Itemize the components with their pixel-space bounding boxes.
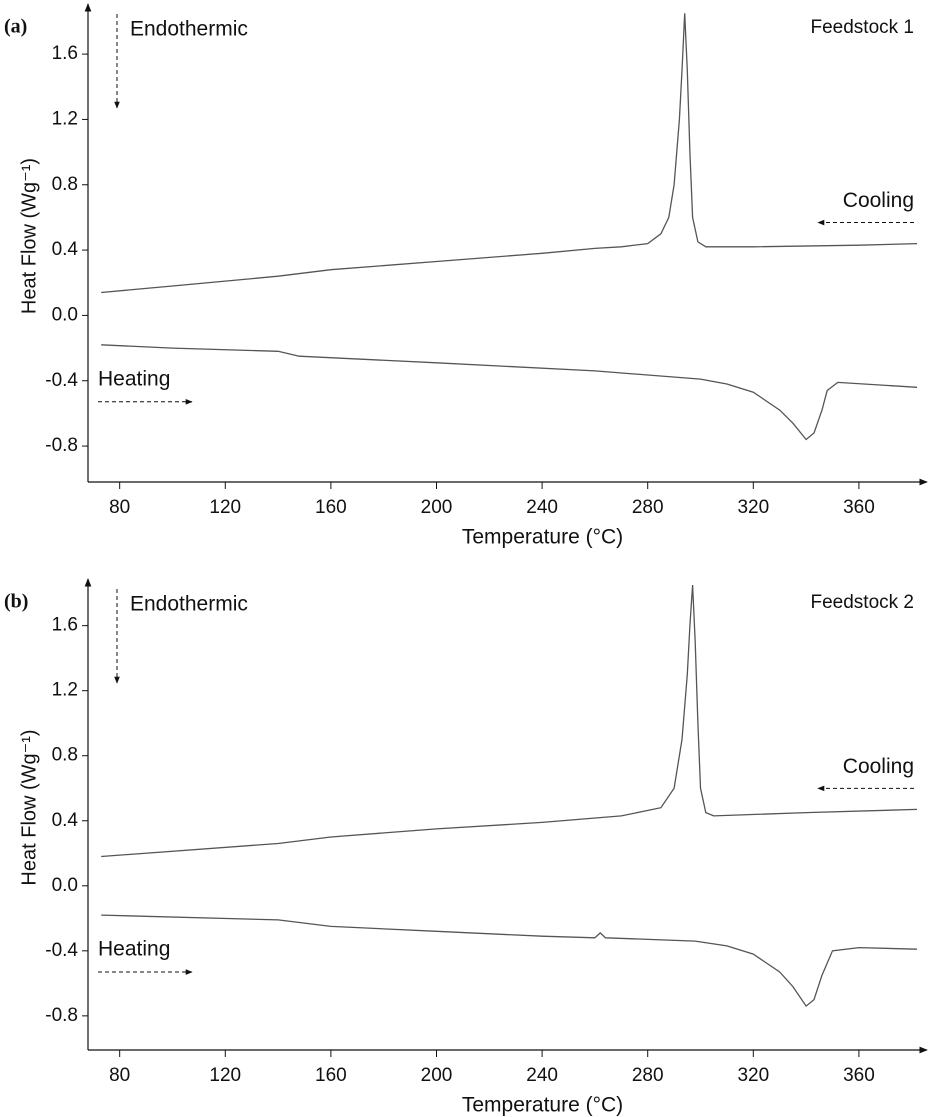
y-tick-label: -0.4 — [45, 940, 78, 961]
x-axis-label: Temperature (°C) — [462, 1094, 623, 1117]
x-axis-label: Temperature (°C) — [462, 526, 623, 549]
y-axis-label: Heat Flow (Wg⁻¹) — [18, 158, 40, 314]
y-tick-label: 0.8 — [52, 174, 78, 195]
x-tick-label: 320 — [737, 497, 769, 518]
y-tick-label: 0.8 — [52, 745, 78, 766]
data-line — [101, 344, 918, 441]
x-tick-label: 280 — [632, 497, 664, 518]
series-label: Cooling — [843, 189, 914, 212]
endo-label: Endothermic — [130, 593, 248, 616]
data-line — [101, 584, 918, 858]
panel-title: Feedstock 1 — [811, 17, 915, 38]
y-tick-label: 1.2 — [52, 108, 78, 129]
panel-label: (b) — [4, 591, 28, 613]
panel-title: Feedstock 2 — [811, 592, 915, 613]
data-line — [101, 13, 918, 294]
y-tick-label: -0.8 — [45, 1005, 78, 1026]
x-tick-label: 80 — [109, 1065, 130, 1086]
x-tick-label: 200 — [421, 497, 453, 518]
x-tick-label: 120 — [209, 1065, 241, 1086]
y-tick-label: 1.6 — [52, 615, 78, 636]
y-tick-label: -0.4 — [45, 370, 78, 391]
y-tick-label: 0.4 — [52, 810, 79, 831]
x-tick-label: 360 — [843, 497, 875, 518]
x-tick-label: 120 — [209, 497, 241, 518]
x-tick-label: 240 — [526, 497, 558, 518]
x-tick-label: 160 — [315, 1065, 347, 1086]
series-label: Heating — [98, 367, 170, 390]
x-tick-label: 80 — [109, 497, 130, 518]
x-tick-label: 280 — [632, 1065, 664, 1086]
y-tick-label: 0.0 — [52, 875, 78, 896]
y-tick-label: 1.6 — [52, 43, 78, 64]
x-tick-label: 360 — [843, 1065, 875, 1086]
data-line — [101, 914, 918, 1008]
endo-label: Endothermic — [130, 18, 248, 41]
y-tick-label: -0.8 — [45, 435, 78, 456]
series-label: Heating — [98, 938, 170, 961]
x-tick-label: 200 — [421, 1065, 453, 1086]
x-tick-label: 240 — [526, 1065, 558, 1086]
x-tick-label: 320 — [737, 1065, 769, 1086]
y-axis-label: Heat Flow (Wg⁻¹) — [18, 729, 40, 885]
panel-label: (a) — [4, 16, 27, 38]
y-tick-label: 0.4 — [52, 239, 79, 260]
y-tick-label: 0.0 — [52, 304, 78, 325]
y-tick-label: 1.2 — [52, 680, 78, 701]
series-label: Cooling — [843, 755, 914, 778]
x-tick-label: 160 — [315, 497, 347, 518]
